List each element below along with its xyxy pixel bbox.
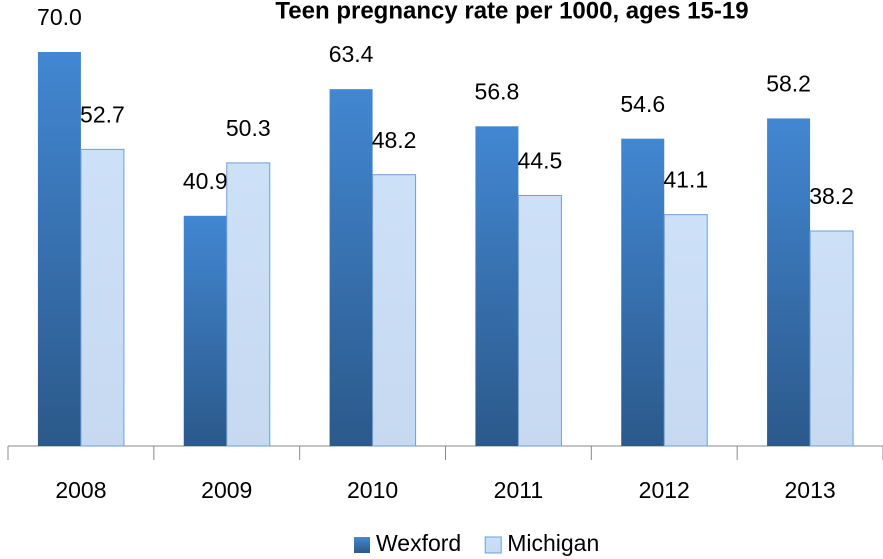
bar [80,148,125,447]
value-label: 38.2 [809,183,854,209]
bar [809,230,854,447]
bar [372,174,417,447]
value-label: 52.7 [80,101,125,127]
bar [517,195,562,447]
bar [226,162,271,447]
x-tick-label: 2010 [347,477,398,503]
bar [475,126,519,446]
legend-label: Wexford [376,530,461,556]
value-label: 40.9 [183,168,228,194]
value-label: 41.1 [663,167,708,193]
bar [37,52,81,446]
x-tick-label: 2009 [201,477,252,503]
x-tick-label: 2013 [784,477,835,503]
bar [329,89,373,447]
legend-swatch [354,537,370,553]
legend-label: Michigan [507,530,599,556]
value-label: 54.6 [620,91,665,117]
x-tick-label: 2008 [55,477,106,503]
x-tick-label: 2011 [494,477,543,503]
bar [183,215,227,446]
legend-swatch [484,536,502,554]
bar [663,214,708,447]
chart-title: Teen pregnancy rate per 1000, ages 15-19 [275,0,748,24]
bar [621,138,665,446]
bar [767,118,811,446]
value-label: 50.3 [226,115,271,141]
value-label: 58.2 [766,70,811,96]
value-label: 56.8 [475,78,520,104]
value-label: 44.5 [518,148,563,174]
x-tick-label: 2012 [639,477,690,503]
value-label: 48.2 [372,127,417,153]
value-label: 70.0 [37,4,82,30]
value-label: 63.4 [329,41,374,67]
